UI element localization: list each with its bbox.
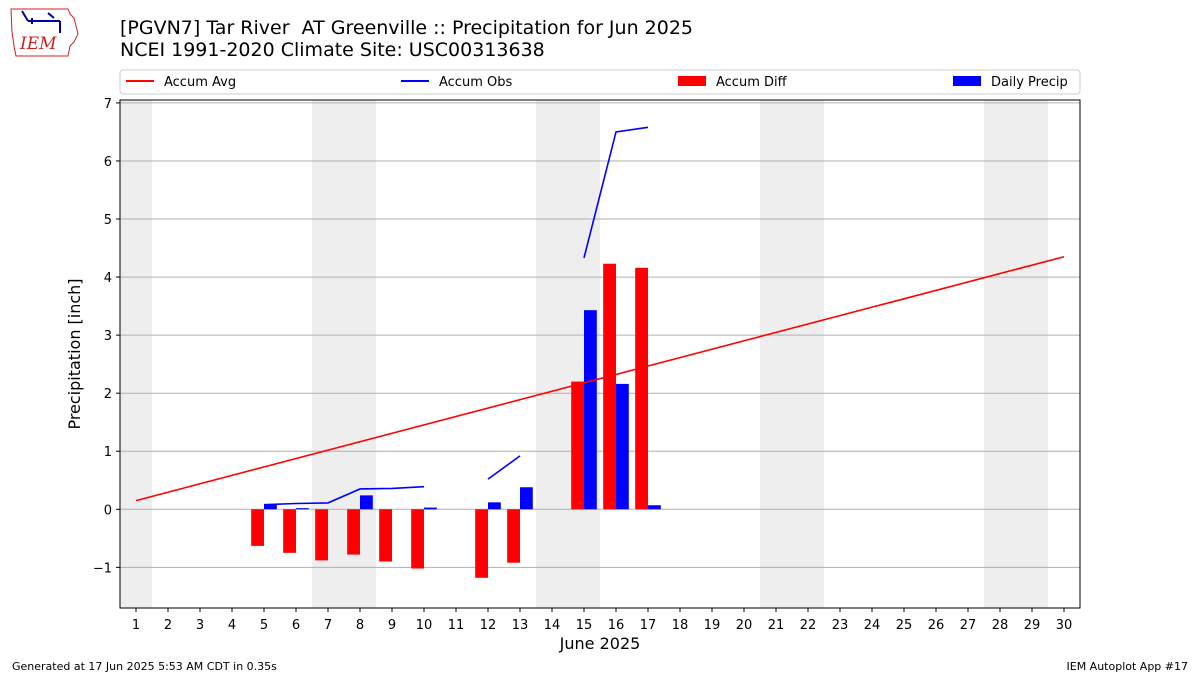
accum-diff-bar bbox=[571, 381, 584, 510]
y-axis-label: Precipitation [inch] bbox=[65, 278, 84, 429]
x-tick-label: 10 bbox=[416, 618, 433, 633]
accum-diff-bar bbox=[635, 267, 648, 510]
daily-precip-bar bbox=[488, 502, 501, 510]
x-tick-label: 4 bbox=[228, 618, 236, 633]
x-tick-label: 6 bbox=[292, 618, 300, 633]
x-tick-label: 21 bbox=[768, 618, 785, 633]
daily-precip-bar bbox=[616, 383, 629, 510]
weekend-band bbox=[984, 100, 1016, 608]
daily-precip-bar bbox=[360, 495, 373, 510]
x-tick-label: 12 bbox=[480, 618, 497, 633]
x-tick-label: 29 bbox=[1024, 618, 1041, 633]
accum-diff-bar bbox=[251, 509, 264, 546]
y-tick-label: 4 bbox=[104, 271, 112, 286]
x-tick-label: 14 bbox=[544, 618, 561, 633]
x-tick-label: 15 bbox=[576, 618, 593, 633]
x-axis-label: June 2025 bbox=[559, 634, 641, 653]
accum-diff-bar bbox=[315, 509, 328, 561]
x-tick-label: 23 bbox=[832, 618, 849, 633]
accum-diff-bar bbox=[347, 509, 360, 555]
daily-precip-bar bbox=[264, 504, 277, 510]
chart-title: [PGVN7] Tar River AT Greenville :: Preci… bbox=[120, 17, 694, 39]
x-tick-label: 3 bbox=[196, 618, 204, 633]
accum-obs-line bbox=[487, 455, 521, 480]
x-tick-label: 9 bbox=[388, 618, 396, 633]
x-tick-label: 26 bbox=[928, 618, 945, 633]
daily-precip-bar bbox=[296, 508, 309, 510]
accum-diff-bar bbox=[603, 263, 616, 510]
y-tick-label: 0 bbox=[104, 503, 112, 518]
accum-obs-line bbox=[583, 126, 649, 259]
x-tick-label: 20 bbox=[736, 618, 753, 633]
y-tick-label: 1 bbox=[104, 445, 112, 460]
x-tick-label: 18 bbox=[672, 618, 689, 633]
weekend-band bbox=[120, 100, 152, 608]
plot-frame bbox=[119, 99, 1081, 609]
y-tick-label: −1 bbox=[93, 561, 112, 576]
legend-box bbox=[119, 69, 1081, 95]
accum-diff-bar bbox=[475, 509, 488, 578]
footer-app: IEM Autoplot App #17 bbox=[1066, 660, 1189, 673]
x-tick-label: 28 bbox=[992, 618, 1009, 633]
legend: Accum Avg Accum Obs Accum Diff Daily Precip bbox=[119, 69, 1081, 95]
iowa-outline-icon bbox=[10, 8, 79, 57]
weekend-band bbox=[792, 100, 824, 608]
x-tick-label: 5 bbox=[260, 618, 268, 633]
weather-station-icon bbox=[21, 10, 61, 33]
x-tick-label: 19 bbox=[704, 618, 721, 633]
daily-precip-bar bbox=[648, 505, 661, 510]
daily-precip-bar bbox=[584, 310, 597, 510]
y-tick-label: 3 bbox=[104, 329, 112, 344]
weekend-band bbox=[536, 100, 568, 608]
accum-obs-line bbox=[263, 485, 425, 506]
footer-generated: Generated at 17 Jun 2025 5:53 AM CDT in … bbox=[12, 660, 277, 673]
legend-swatch-bar bbox=[678, 76, 706, 86]
legend-label: Daily Precip bbox=[991, 75, 1068, 90]
accum-avg-line bbox=[135, 255, 1065, 502]
accum-diff-bar bbox=[411, 509, 424, 569]
x-tick-label: 2 bbox=[164, 618, 172, 633]
weekend-band bbox=[1016, 100, 1048, 608]
x-tick-label: 22 bbox=[800, 618, 817, 633]
y-tick-label: 2 bbox=[104, 387, 112, 402]
x-tick-label: 11 bbox=[448, 618, 465, 633]
x-tick-label: 1 bbox=[132, 618, 140, 633]
legend-label: Accum Avg bbox=[164, 75, 236, 90]
accum-diff-bar bbox=[507, 509, 520, 563]
accum-diff-bar bbox=[379, 509, 392, 562]
legend-label: Accum Obs bbox=[439, 75, 512, 90]
weekend-band bbox=[760, 100, 792, 608]
legend-label: Accum Diff bbox=[716, 75, 788, 90]
legend-swatch-bar bbox=[953, 76, 981, 86]
x-tick-label: 27 bbox=[960, 618, 977, 633]
daily-precip-bar bbox=[520, 487, 533, 510]
iem-logo: IEM bbox=[10, 8, 79, 57]
y-tick-label: 6 bbox=[104, 155, 112, 170]
y-tick-label: 5 bbox=[104, 213, 112, 228]
x-tick-label: 30 bbox=[1056, 618, 1073, 633]
x-tick-label: 7 bbox=[324, 618, 332, 633]
x-tick-label: 17 bbox=[640, 618, 657, 633]
x-tick-label: 8 bbox=[356, 618, 364, 633]
x-tick-label: 16 bbox=[608, 618, 625, 633]
y-tick-label: 7 bbox=[104, 97, 112, 112]
logo-text: IEM bbox=[19, 34, 57, 54]
chart-subtitle: NCEI 1991-2020 Climate Site: USC00313638 bbox=[120, 39, 545, 61]
x-tick-label: 24 bbox=[864, 618, 881, 633]
x-tick-label: 13 bbox=[512, 618, 529, 633]
daily-precip-bar bbox=[424, 507, 437, 510]
accum-diff-bar bbox=[283, 509, 296, 553]
x-tick-label: 25 bbox=[896, 618, 913, 633]
